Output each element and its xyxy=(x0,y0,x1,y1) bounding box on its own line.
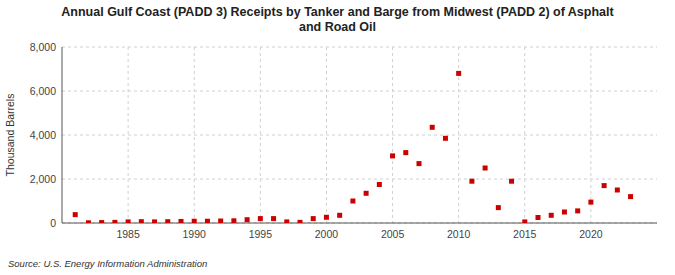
point xyxy=(311,216,316,221)
point xyxy=(152,219,157,223)
point xyxy=(496,205,501,210)
point xyxy=(628,194,633,199)
point xyxy=(456,71,461,76)
point xyxy=(522,219,527,223)
point xyxy=(588,200,593,205)
point xyxy=(165,219,170,223)
point xyxy=(298,220,303,223)
x-grid-line xyxy=(260,47,261,223)
point xyxy=(73,212,78,217)
point xyxy=(390,153,395,158)
point xyxy=(86,220,91,223)
point xyxy=(179,219,184,223)
point xyxy=(469,179,474,184)
y-tick-label: 6,000 xyxy=(30,85,56,97)
x-grid-line xyxy=(524,47,525,223)
y-grid-line xyxy=(62,135,657,136)
point xyxy=(430,125,435,130)
x-grid-line xyxy=(194,47,195,223)
x-tick-label: 2015 xyxy=(513,228,537,240)
source-note: Source: U.S. Energy Information Administ… xyxy=(8,258,207,269)
point xyxy=(403,150,408,155)
point xyxy=(417,161,422,166)
title-line: and Road Oil xyxy=(299,20,376,34)
x-grid-line xyxy=(392,47,393,223)
title: Annual Gulf Coast (PADD 3) Receipts by T… xyxy=(61,5,614,34)
point xyxy=(536,215,541,220)
chart: Annual Gulf Coast (PADD 3) Receipts by T… xyxy=(0,0,675,275)
point xyxy=(284,219,289,223)
point xyxy=(483,166,488,171)
point xyxy=(258,216,263,221)
grid xyxy=(62,47,657,223)
x-grid-line xyxy=(128,47,129,223)
x-grid-line xyxy=(590,47,591,223)
x-grid-line xyxy=(326,47,327,223)
point xyxy=(126,219,131,223)
point xyxy=(364,191,369,196)
point xyxy=(509,179,514,184)
y-tick-label: 2,000 xyxy=(30,173,56,185)
point xyxy=(350,199,355,204)
x-tick-label: 2010 xyxy=(447,228,471,240)
y-axis-line xyxy=(62,47,63,223)
point xyxy=(245,217,250,222)
x-tick-label: 1985 xyxy=(116,228,140,240)
y-tick-label: 4,000 xyxy=(30,129,56,141)
y-grid-line xyxy=(62,223,657,224)
point xyxy=(99,220,104,223)
y-axis-label: Thousand Barrels xyxy=(4,94,16,177)
point xyxy=(324,215,329,220)
point xyxy=(602,183,607,188)
point xyxy=(615,188,620,193)
point xyxy=(562,210,567,215)
point xyxy=(231,218,236,223)
point xyxy=(337,213,342,218)
y-grid-line xyxy=(62,47,657,48)
point xyxy=(139,219,144,223)
x-tick-label: 2020 xyxy=(579,228,603,240)
x-tick-label: 1990 xyxy=(183,228,207,240)
point xyxy=(218,219,223,223)
point xyxy=(443,136,448,141)
point xyxy=(112,220,117,223)
point xyxy=(205,219,210,223)
y-tick-label: 8,000 xyxy=(30,41,56,53)
x-axis-line xyxy=(62,223,657,224)
x-tick-label: 1995 xyxy=(249,228,273,240)
point xyxy=(377,182,382,187)
axes: 0 2,000 4,000 6,000 8,000 1985 1990 1995 2000 200… xyxy=(30,41,657,241)
point xyxy=(575,208,580,213)
x-tick-label: 2005 xyxy=(381,228,405,240)
title-line: Annual Gulf Coast (PADD 3) Receipts by T… xyxy=(61,5,614,19)
y-tick-label: 0 xyxy=(50,217,56,229)
y-grid-line xyxy=(62,179,657,180)
point xyxy=(192,219,197,223)
point xyxy=(271,216,276,221)
point xyxy=(549,213,554,218)
points xyxy=(73,71,633,223)
y-grid-line xyxy=(62,91,657,92)
x-tick-label: 2000 xyxy=(315,228,339,240)
